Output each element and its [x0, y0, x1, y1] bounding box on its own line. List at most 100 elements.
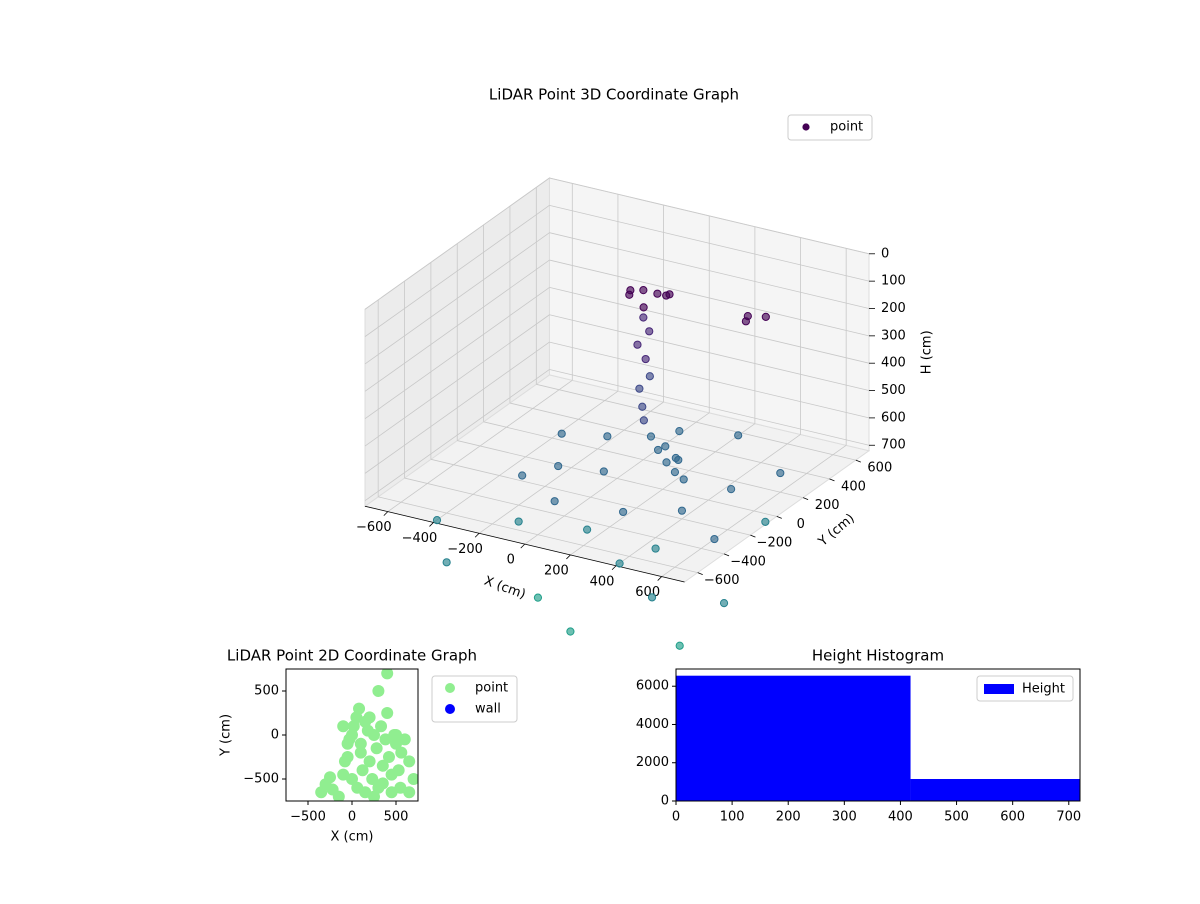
- point: [638, 402, 647, 411]
- tick-mark: [723, 553, 730, 557]
- plot-area: [315, 669, 418, 801]
- x-tick-label: 600: [1000, 810, 1025, 825]
- y-tick-label: −500: [243, 772, 279, 787]
- grid-line: [364, 287, 550, 420]
- x-tick-label: −400: [402, 531, 438, 546]
- point: [332, 790, 345, 801]
- z-tick-label: 600: [881, 410, 906, 425]
- point: [432, 516, 442, 525]
- y-axis-label: Y (cm): [815, 511, 858, 550]
- legend-box: [976, 675, 1074, 702]
- y-tick-label: 0: [797, 517, 805, 532]
- tick-mark: [750, 534, 756, 538]
- axes-frame: [675, 668, 1081, 802]
- y-tick-label: 2000: [636, 755, 669, 770]
- x-tick-label: 200: [544, 563, 569, 578]
- tick-mark: [829, 478, 835, 482]
- point: [395, 746, 408, 759]
- point: [661, 442, 670, 451]
- grid-line: [549, 177, 870, 255]
- x-tick-label: 700: [1056, 810, 1081, 825]
- point: [368, 790, 380, 801]
- grid-line: [404, 477, 725, 555]
- point: [615, 559, 624, 568]
- point: [363, 711, 376, 724]
- point: [392, 764, 405, 777]
- x-axis-label: X (cm): [482, 574, 528, 603]
- x-tick-label: 600: [635, 585, 660, 600]
- grid-line: [364, 205, 550, 337]
- tick-mark: [776, 515, 782, 519]
- point: [719, 598, 729, 608]
- x-tick-label: 400: [590, 574, 615, 589]
- point: [626, 286, 635, 295]
- legend-box: [787, 114, 873, 141]
- legend-label: point: [830, 120, 863, 135]
- x-tick-label: 300: [832, 810, 857, 825]
- legend-marker: [445, 704, 455, 714]
- y-tick-label: 6000: [636, 679, 669, 694]
- legend-label: point: [475, 681, 508, 696]
- point: [639, 416, 648, 425]
- point: [647, 593, 657, 602]
- grid-line: [549, 314, 870, 391]
- point: [533, 593, 543, 602]
- y-tick-label: 600: [867, 461, 892, 476]
- point: [761, 517, 770, 526]
- tick-mark: [429, 522, 434, 527]
- legend-label: wall: [475, 702, 501, 717]
- grid-line: [378, 496, 698, 574]
- z-tick-label: 700: [881, 438, 906, 453]
- tick-mark: [697, 572, 703, 575]
- tick-mark: [855, 459, 861, 463]
- x-tick-label: 0: [507, 553, 515, 568]
- point: [670, 468, 680, 477]
- grid-line: [364, 314, 550, 447]
- tick-mark: [566, 554, 571, 560]
- point: [368, 729, 380, 741]
- y-tick-label: 0: [271, 728, 279, 743]
- point: [679, 475, 688, 484]
- point: [710, 534, 719, 544]
- grid-line: [549, 232, 870, 309]
- point: [776, 468, 785, 478]
- grid-line: [364, 259, 550, 392]
- tick-mark: [520, 543, 526, 549]
- y-axis-label: Y (cm): [219, 714, 234, 757]
- x-tick-label: 0: [348, 810, 356, 825]
- point: [662, 458, 671, 467]
- point: [376, 777, 389, 790]
- x-tick-label: −500: [290, 810, 326, 825]
- tick-mark: [474, 532, 480, 538]
- point: [599, 467, 608, 476]
- point: [363, 755, 376, 768]
- point: [566, 627, 575, 636]
- point: [514, 517, 523, 526]
- point: [639, 303, 648, 312]
- point: [354, 746, 367, 759]
- point: [645, 372, 654, 381]
- point: [370, 742, 383, 755]
- point: [403, 786, 416, 799]
- legend-marker: [445, 683, 455, 693]
- point: [366, 773, 379, 785]
- point: [554, 461, 563, 471]
- point: [675, 641, 684, 650]
- point: [557, 429, 566, 438]
- x-tick-label: −200: [447, 542, 483, 557]
- point: [677, 506, 687, 515]
- point: [639, 313, 648, 322]
- point: [337, 720, 350, 733]
- point: [583, 525, 592, 534]
- point: [550, 497, 559, 506]
- grid-line: [457, 440, 777, 517]
- point: [653, 445, 663, 455]
- y-tick-label: −400: [730, 554, 766, 569]
- point: [761, 312, 770, 321]
- point: [641, 354, 650, 364]
- point: [635, 384, 644, 393]
- y-tick-label: −600: [704, 573, 740, 588]
- point: [381, 707, 394, 719]
- point: [442, 558, 451, 567]
- chart-title: Height Histogram: [812, 647, 944, 665]
